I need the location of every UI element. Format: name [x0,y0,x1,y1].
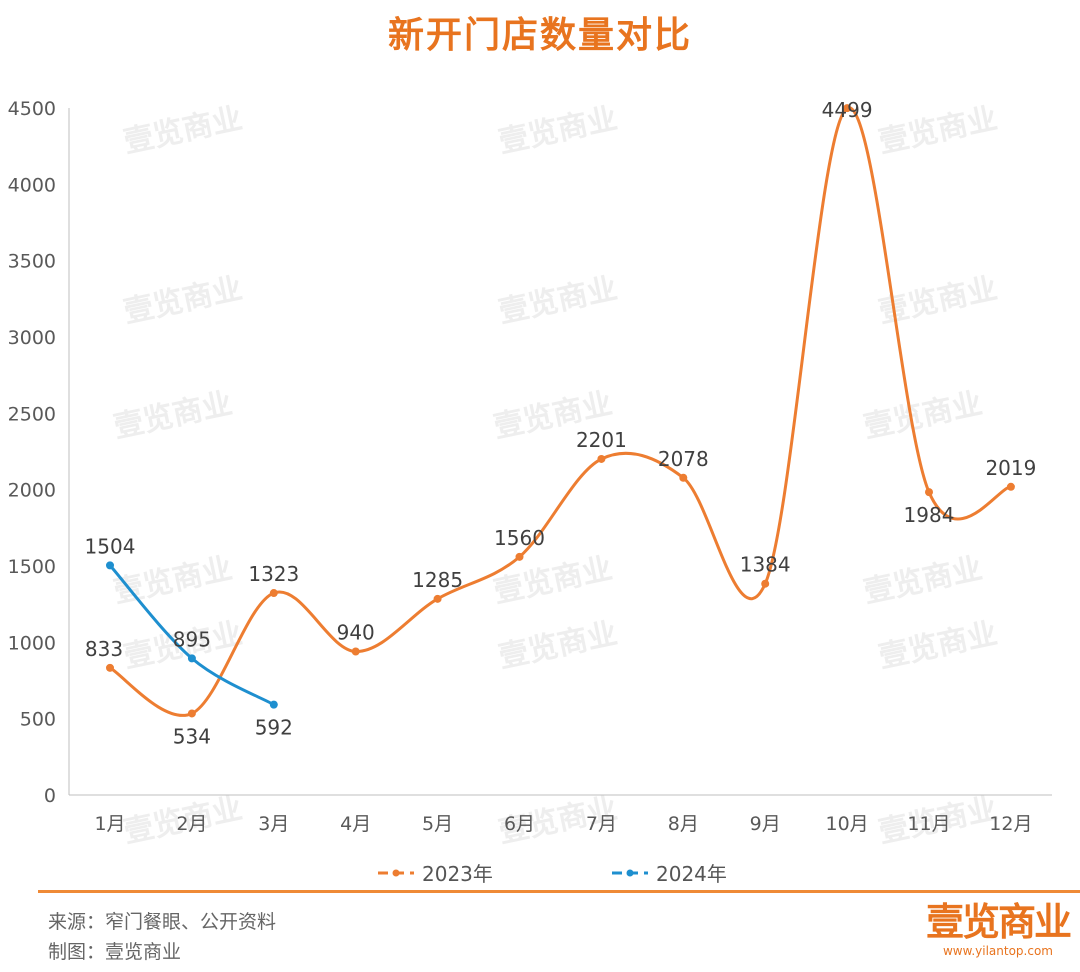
data-point [106,561,114,570]
watermark: 壹览商业 [496,101,621,160]
x-tick-label: 12月 [989,813,1032,835]
data-point [679,473,688,482]
y-tick-label: 1000 [8,632,56,654]
watermark: 壹览商业 [861,551,986,610]
x-tick-label: 9月 [750,813,781,835]
data-point [351,647,360,656]
data-label: 940 [337,620,375,644]
brand-logo: 壹览商业 www.yilantop.com [925,900,1072,958]
data-label: 2019 [985,456,1036,480]
watermark: 壹览商业 [496,271,621,330]
data-point [761,579,770,588]
x-tick-label: 6月 [504,813,535,835]
x-tick-label: 11月 [907,813,950,835]
data-label: 2078 [658,447,709,471]
legend-marker-2023 [378,869,414,876]
x-tick-label: 5月 [422,813,453,835]
legend-marker-2024 [612,869,648,876]
data-label: 1504 [85,534,136,558]
y-tick-label: 4000 [8,174,56,196]
data-point [187,654,196,663]
data-label: 592 [255,716,293,740]
y-tick-label: 500 [20,709,56,731]
data-label: 1285 [412,568,463,592]
y-tick-label: 3000 [8,327,56,349]
watermark: 壹览商业 [121,271,246,330]
x-tick-label: 3月 [258,813,289,835]
data-label: 833 [85,637,123,661]
watermark: 壹览商业 [111,551,236,610]
data-point [597,454,606,463]
data-label: 534 [173,724,211,748]
watermark: 壹览商业 [491,551,616,610]
data-label: 1323 [248,562,299,586]
x-tick-label: 2月 [176,813,207,835]
logo-text: 壹览商业 [925,900,1072,944]
y-tick-label: 1500 [8,556,56,578]
data-label: 1560 [494,526,545,550]
watermark: 壹览商业 [121,101,246,160]
data-point [843,104,852,113]
data-label: 2201 [576,428,627,452]
footer-divider [38,890,1080,893]
legend-item-2023: 2023年 [376,858,493,887]
data-point [433,594,442,603]
legend-label-2024: 2024年 [656,862,727,886]
data-label: 895 [173,627,211,651]
y-tick-label: 2500 [8,403,56,425]
data-point [925,488,933,497]
data-label: 1384 [740,553,791,577]
chart-title: 新开门店数量对比 [387,15,692,56]
watermark: 壹览商业 [876,616,1001,675]
watermark: 壹览商业 [876,101,1001,160]
data-point [106,663,114,672]
source-note: 来源：窄门餐眼、公开资料 [48,911,277,933]
data-point [187,709,196,718]
x-tick-label: 7月 [586,813,617,835]
y-tick-label: 3500 [8,251,56,273]
legend-item-2024: 2024年 [610,858,727,887]
x-tick-label: 4月 [340,813,371,835]
y-tick-label: 2000 [8,480,56,502]
logo-url: www.yilantop.com [942,944,1053,958]
data-label: 4499 [822,98,873,122]
data-point [269,589,278,598]
x-tick-label: 8月 [668,813,699,835]
data-point [269,700,278,709]
legend-label-2023: 2023年 [422,862,493,886]
y-tick-label: 0 [44,785,56,807]
credit-note: 制图：壹览商业 [48,941,182,963]
watermark: 壹览商业 [861,386,986,445]
watermark: 壹览商业 [111,386,236,445]
data-label: 1984 [904,503,955,527]
y-tick-label: 4500 [8,98,56,120]
data-point [515,552,524,561]
watermark: 壹览商业 [496,616,621,675]
data-point [1006,482,1015,491]
x-tick-label: 1月 [94,813,125,835]
x-tick-label: 10月 [826,813,869,835]
